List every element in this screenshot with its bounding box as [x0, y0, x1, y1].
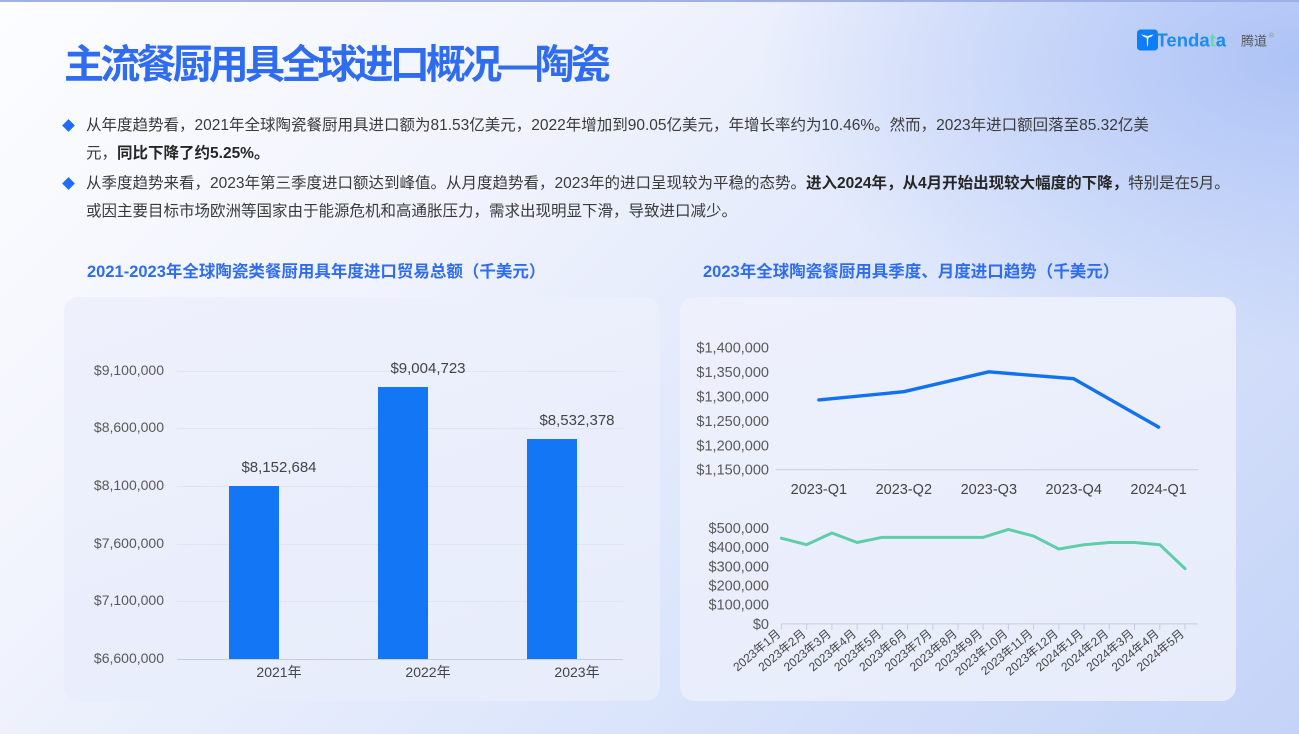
svg-text:$1,350,000: $1,350,000: [696, 365, 769, 381]
svg-text:$1,300,000: $1,300,000: [696, 389, 769, 405]
svg-text:2023-Q2: 2023-Q2: [876, 482, 932, 498]
svg-text:$0: $0: [753, 617, 769, 633]
svg-text:$1,400,000: $1,400,000: [696, 341, 769, 357]
svg-text:$1,250,000: $1,250,000: [696, 414, 769, 430]
svg-text:腾道: 腾道: [1241, 30, 1267, 49]
svg-text:$500,000: $500,000: [709, 521, 769, 537]
svg-text:$1,200,000: $1,200,000: [696, 438, 769, 454]
svg-text:$100,000: $100,000: [709, 598, 769, 614]
svg-text:Tendata: Tendata: [1157, 30, 1227, 51]
svg-text:2023-Q1: 2023-Q1: [791, 482, 847, 498]
svg-text:$1,150,000: $1,150,000: [696, 463, 769, 479]
svg-text:2024-Q1: 2024-Q1: [1130, 482, 1186, 498]
svg-text:2023-Q4: 2023-Q4: [1045, 482, 1101, 498]
svg-text:$400,000: $400,000: [709, 540, 769, 556]
svg-text:$300,000: $300,000: [709, 559, 769, 575]
svg-text:®: ®: [1269, 32, 1274, 40]
svg-text:$200,000: $200,000: [709, 578, 769, 594]
svg-text:2023-Q3: 2023-Q3: [961, 482, 1017, 498]
